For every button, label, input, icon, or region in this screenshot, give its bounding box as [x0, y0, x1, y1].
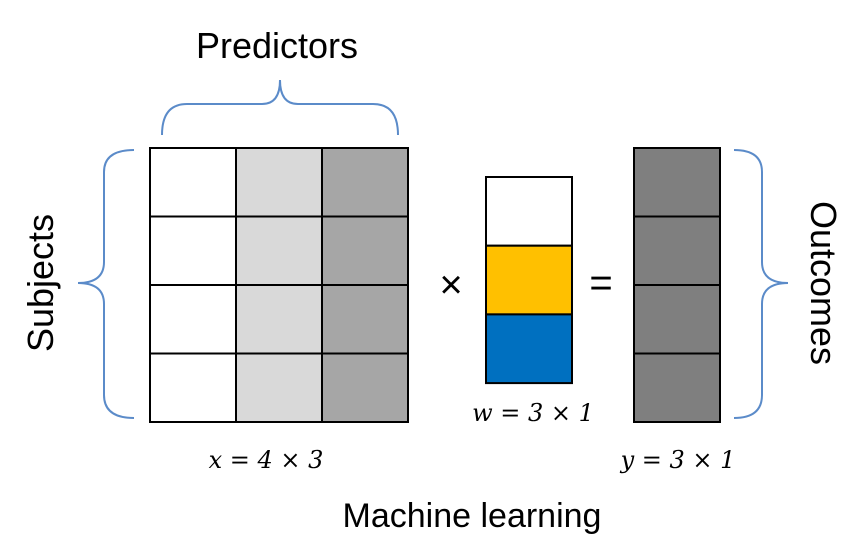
- machine-learning-label: Machine learning: [343, 497, 602, 535]
- predictors-label: Predictors: [196, 25, 358, 66]
- matrix-x-cell-r2-c1: [149, 215, 237, 286]
- matrix-w-cell-r1-c1: [485, 176, 573, 247]
- matrix-x-cell-r3-c2: [235, 284, 323, 355]
- matrix-x-cell-r1-c1: [149, 147, 237, 218]
- matrix-y-cell-r3-c1: [633, 284, 721, 355]
- matrix-x-cell-r4-c1: [149, 352, 237, 423]
- y-dimension-caption: y = 3 × 1: [620, 446, 736, 474]
- matrix-x-cell-r2-c2: [235, 215, 323, 286]
- subjects-brace: [77, 149, 135, 419]
- times-operator: ×: [439, 263, 462, 307]
- matrix-y-cell-r1-c1: [633, 147, 721, 218]
- equals-operator: =: [589, 261, 612, 305]
- outcomes-brace: [733, 149, 789, 419]
- matrix-w-cell-r2-c1: [485, 244, 573, 316]
- matrix-x-cell-r4-c3: [321, 352, 409, 423]
- w-dimension-caption: w = 3 × 1: [472, 399, 594, 427]
- matrix-x-cell-r3-c3: [321, 284, 409, 355]
- matrix-x-cell-r3-c1: [149, 284, 237, 355]
- matrix-y: [633, 147, 721, 423]
- matrix-y-cell-r4-c1: [633, 352, 721, 423]
- matrix-w: [485, 176, 573, 385]
- matrix-x: [149, 147, 409, 423]
- matrix-x-cell-r2-c3: [321, 215, 409, 286]
- matrix-x-cell-r4-c2: [235, 352, 323, 423]
- x-dimension-caption: x = 4 × 3: [209, 446, 324, 474]
- matrix-x-cell-r1-c2: [235, 147, 323, 218]
- subjects-label: Subjects: [20, 214, 61, 352]
- matrix-x-cell-r1-c3: [321, 147, 409, 218]
- predictors-brace: [161, 79, 399, 136]
- matrix-y-cell-r2-c1: [633, 215, 721, 286]
- matrix-w-cell-r3-c1: [485, 313, 573, 385]
- outcomes-label: Outcomes: [803, 201, 844, 365]
